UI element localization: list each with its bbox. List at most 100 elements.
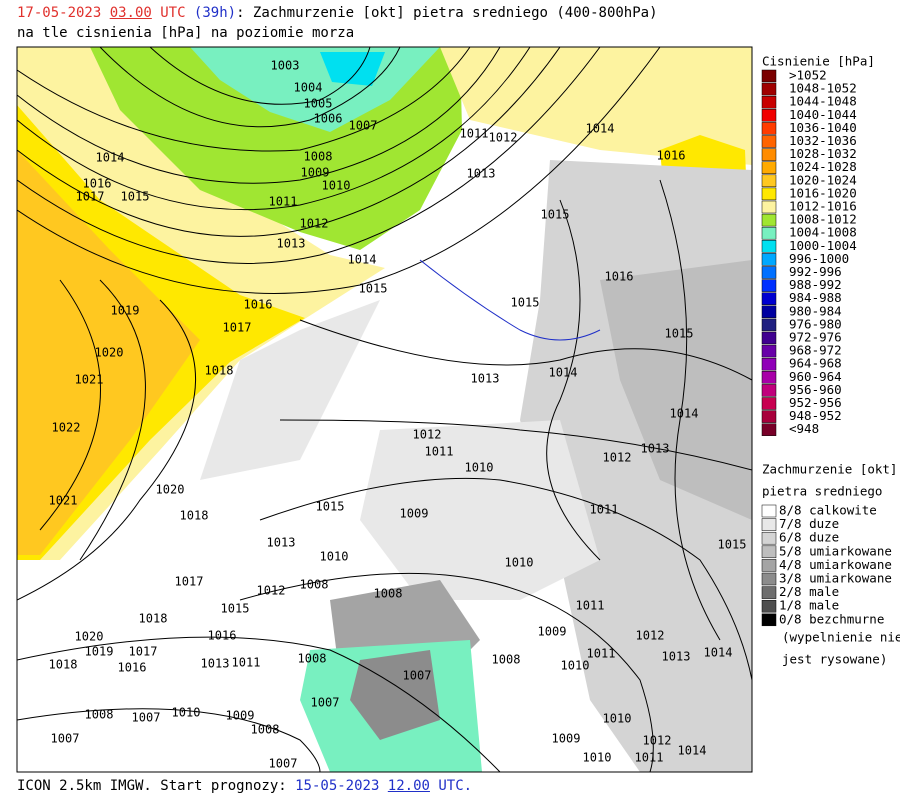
isobar-label: 1003 (271, 59, 300, 73)
legend-label: 1012-1016 (789, 199, 857, 214)
legend-swatch (761, 586, 777, 599)
isobar-label: 1008 (251, 723, 280, 737)
isobar-label: 1012 (300, 217, 329, 231)
river (419, 259, 601, 341)
isobar-label: 1008 (304, 150, 333, 164)
cloud-fill (200, 300, 380, 480)
isobars (17, 47, 752, 772)
isobar-label: 1005 (304, 97, 333, 111)
isobar-label: 1013 (467, 167, 496, 181)
isobar-label: 1015 (359, 282, 388, 296)
isobar-line (39, 279, 101, 531)
isobar-label: 1017 (223, 321, 252, 335)
legend-swatch (761, 423, 777, 436)
legend-label: 992-996 (789, 264, 842, 279)
isobar-label: 1020 (75, 630, 104, 644)
cloud-fill (350, 650, 440, 740)
legend-swatch (761, 213, 777, 227)
legend-label: 1020-1024 (789, 172, 857, 187)
legend-label: 976-980 (789, 316, 842, 331)
legend-label: 3/8 umiarkowane (779, 571, 892, 586)
isobar-label: 1004 (294, 81, 323, 95)
isobar-label: 1011 (635, 751, 664, 765)
legend-label: 1008-1012 (789, 212, 857, 227)
isobar-label: 1013 (277, 237, 306, 251)
isobar-line (17, 47, 501, 184)
isobar-label: 1020 (156, 483, 185, 497)
isobar-label: 1010 (505, 556, 534, 570)
isobar-label: 1008 (298, 652, 327, 666)
isobar-label: 1013 (641, 442, 670, 456)
isobar-label: 1014 (96, 151, 125, 165)
legend-swatch (761, 253, 777, 266)
legend-swatch (761, 572, 777, 586)
legend-label: 956-960 (789, 382, 842, 397)
isobar-line (17, 47, 471, 152)
legend-swatch (761, 305, 777, 319)
isobar-label: 1012 (489, 131, 518, 145)
legend-label: 1040-1044 (789, 107, 857, 122)
isobar-label: 1007 (132, 711, 161, 725)
isobar-line (239, 572, 654, 772)
legend: Cisnienie [hPa] Zachmurzenie [okt] pietr… (761, 54, 900, 667)
legend-swatch (761, 174, 777, 188)
isobar-line (546, 199, 601, 561)
isobar-line (259, 477, 752, 681)
isobar-label: 1015 (511, 296, 540, 310)
isobar-label: 1012 (413, 428, 442, 442)
legend-label: 960-964 (789, 369, 842, 384)
isobar-label: 1010 (320, 550, 349, 564)
isobar-label: 1017 (129, 645, 158, 659)
legend-title: Zachmurzenie [okt] (762, 462, 897, 477)
lead-time: (39h) (193, 5, 237, 21)
isobar-label: 1008 (300, 578, 329, 592)
legend-label: 0/8 bezchmurne (779, 611, 884, 626)
isobar-label: 1014 (586, 122, 615, 136)
legend-swatch (761, 266, 777, 279)
isobar-label: 1014 (670, 407, 699, 421)
pressure-fill (17, 150, 200, 555)
isobar-label: 1010 (322, 179, 351, 193)
isobar-label: 1021 (49, 494, 78, 508)
isobar-label: 1010 (172, 706, 201, 720)
legend-label: 984-988 (789, 290, 842, 305)
isobar-label: 1018 (49, 658, 78, 672)
legend-swatch (761, 161, 777, 174)
legend-label: 1028-1032 (789, 146, 857, 161)
isobar-line (17, 47, 661, 294)
legend-label: 948-952 (789, 408, 842, 423)
isobar-label: 1011 (587, 647, 616, 661)
isobar-label: 1011 (232, 656, 261, 670)
legend-swatch (761, 344, 777, 358)
legend-label: 1004-1008 (789, 225, 857, 240)
isobar-label: 1008 (374, 587, 403, 601)
legend-label: 964-968 (789, 356, 842, 371)
isobar-label: 1013 (267, 536, 296, 550)
isobar-line (17, 47, 561, 237)
map-frame (16, 46, 753, 773)
isobar-label: 1016 (83, 177, 112, 191)
isobar-label: 1014 (348, 253, 377, 267)
legend-label: 1016-1020 (789, 185, 857, 200)
legend-label: 988-992 (789, 277, 842, 292)
isobar-line (17, 708, 321, 772)
isobar-line (17, 299, 197, 601)
isobar-label: 1016 (244, 298, 273, 312)
legend-swatch (761, 82, 777, 96)
legend-note: (wypelnienie nie (782, 630, 900, 645)
isobar-label: 1010 (561, 659, 590, 673)
isobar-label: 1017 (175, 575, 204, 589)
legend-swatch (761, 318, 777, 332)
start-utc: UTC. (438, 778, 473, 794)
isobar-label: 1011 (590, 503, 619, 517)
legend-swatch (761, 95, 777, 109)
isobar-label: 1014 (678, 744, 707, 758)
legend-label: 996-1000 (789, 251, 849, 266)
forecast-utc: UTC (160, 5, 186, 21)
legend-swatch (761, 410, 777, 423)
legend-label: 1/8 male (779, 598, 839, 613)
legend-swatch (761, 187, 777, 201)
isobar-line (79, 279, 146, 561)
isobar-label: 1009 (301, 166, 330, 180)
